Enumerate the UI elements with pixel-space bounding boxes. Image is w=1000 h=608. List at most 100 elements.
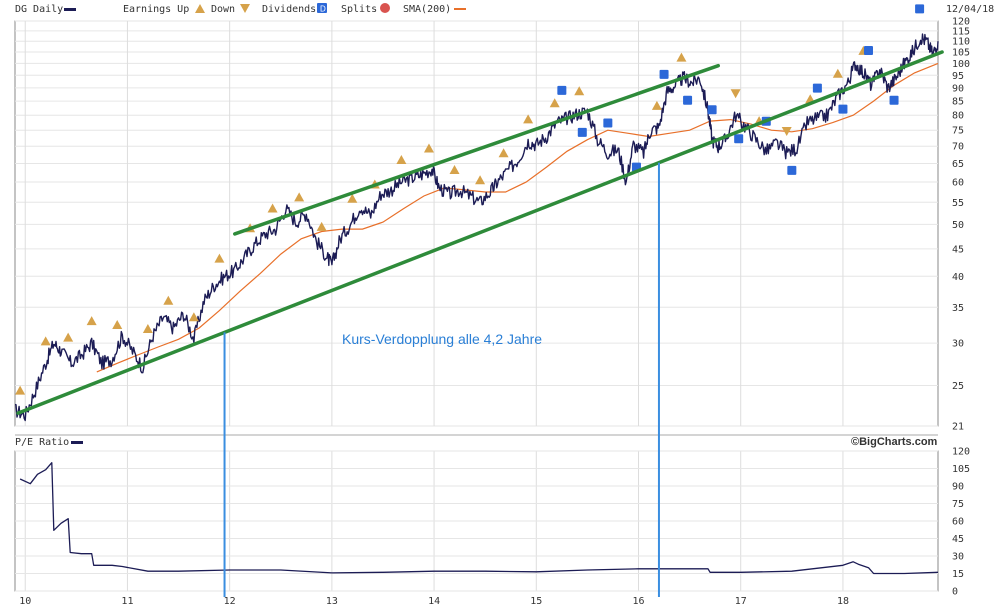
channel-lower-line	[16, 50, 944, 415]
dividend-marker	[557, 85, 567, 95]
dividend-marker	[812, 83, 822, 93]
dividend-marker	[863, 46, 873, 56]
dividend-marker	[707, 105, 717, 115]
earnings-up-marker	[188, 312, 199, 322]
earnings-up-icon	[195, 4, 205, 13]
price-tick-label: 100	[952, 59, 970, 70]
earnings-up-marker	[294, 192, 305, 202]
earnings-down-marker	[781, 126, 792, 136]
x-tick-label: 10	[19, 596, 31, 607]
pe-grid	[15, 450, 938, 592]
price-legend-swatch	[64, 8, 76, 11]
x-tick-label: 11	[121, 596, 133, 607]
price-tick-label: 105	[952, 48, 970, 59]
earnings-up-marker	[267, 203, 278, 213]
pe-panel-label: P/E Ratio	[15, 437, 69, 448]
earnings-up-marker	[112, 320, 123, 330]
trend-channel	[16, 50, 944, 415]
earnings-up-label: Earnings Up	[123, 4, 189, 15]
dividend-marker	[734, 134, 744, 144]
price-tick-label: 85	[952, 97, 964, 108]
earnings-up-marker	[549, 98, 560, 108]
x-tick-label: 17	[735, 596, 747, 607]
dividend-marker	[838, 104, 848, 114]
sma-200-line	[96, 62, 939, 373]
price-tick-label: 120	[952, 17, 970, 28]
earnings-up-marker	[523, 114, 534, 124]
price-tick-label: 65	[952, 159, 964, 170]
price-tick-label: 25	[952, 381, 964, 392]
pe-tick-label: 0	[952, 587, 958, 598]
x-axis: 10 11 12 13 14 15 16 17 18	[19, 596, 849, 607]
dividend-icon	[317, 3, 327, 13]
x-tick-label: 14	[428, 596, 440, 607]
price-tick-label: 50	[952, 220, 964, 231]
earnings-up-marker	[676, 52, 687, 62]
earnings-up-marker	[396, 155, 407, 165]
earnings-down-marker	[730, 89, 741, 99]
legend-bar: DG Daily Earnings Up Down Dividends D Sp…	[15, 3, 994, 15]
earnings-up-marker	[651, 100, 662, 110]
earnings-up-marker	[86, 316, 97, 326]
price-tick-label: 60	[952, 178, 964, 189]
pe-legend-swatch	[71, 441, 83, 444]
splits-label: Splits	[341, 4, 377, 15]
price-tick-label: 45	[952, 244, 964, 255]
price-tick-label: 75	[952, 126, 964, 137]
pe-tick-label: 30	[952, 552, 964, 563]
earnings-up-marker	[163, 295, 174, 305]
price-tick-label: 90	[952, 83, 964, 94]
pe-tick-label: 120	[952, 447, 970, 458]
chart-date: 12/04/18	[946, 4, 994, 15]
ticker-label: DG Daily	[15, 4, 63, 15]
pe-tick-label: 90	[952, 482, 964, 493]
x-tick-label: 13	[326, 596, 338, 607]
price-tick-label: 55	[952, 198, 964, 209]
pe-axis: 0 15 30 45 60 75 90 105 120	[952, 447, 970, 598]
x-tick-label: 16	[633, 596, 645, 607]
earnings-up-marker	[63, 332, 74, 342]
pe-tick-label: 45	[952, 534, 964, 545]
price-tick-label: 30	[952, 339, 964, 350]
price-tick-label: 80	[952, 111, 964, 122]
dividend-marker	[603, 118, 613, 128]
earnings-up-marker	[347, 193, 358, 203]
x-tick-label: 18	[837, 596, 849, 607]
price-axis: 2125303540455055606570758085909510010511…	[952, 17, 970, 433]
earnings-up-marker	[475, 175, 486, 185]
price-tick-label: 70	[952, 142, 964, 153]
earnings-up-marker	[40, 336, 51, 346]
vertical-marker-lines	[223, 162, 660, 597]
x-tick-label: 15	[530, 596, 542, 607]
pe-tick-label: 75	[952, 499, 964, 510]
watermark: ©BigCharts.com	[851, 436, 938, 448]
dividend-marker	[659, 69, 669, 79]
price-tick-label: 40	[952, 272, 964, 283]
pe-tick-label: 60	[952, 517, 964, 528]
pe-ratio-line	[19, 462, 939, 575]
price-tick-label: 21	[952, 422, 964, 433]
channel-upper-line	[233, 63, 720, 236]
dividend-marker	[577, 127, 587, 137]
pe-tick-label: 105	[952, 464, 970, 475]
price-tick-label: 115	[952, 26, 970, 37]
sma-label: SMA(200)	[403, 4, 451, 15]
earnings-up-marker	[316, 221, 327, 231]
earnings-up-marker	[498, 148, 509, 158]
dividend-marker	[915, 4, 925, 14]
dividends-label: Dividends	[262, 4, 316, 15]
x-tick-label: 12	[224, 596, 236, 607]
earnings-up-marker	[832, 68, 843, 78]
earnings-down-label: Down	[211, 4, 235, 15]
dividend-marker	[787, 165, 797, 175]
annotation-text: Kurs-Verdopplung alle 4,2 Jahre	[342, 331, 542, 347]
dividend-icon-glyph: D	[320, 5, 326, 14]
dividend-marker	[683, 95, 693, 105]
earnings-up-marker	[15, 385, 26, 395]
split-icon	[380, 3, 390, 13]
price-tick-label: 110	[952, 37, 970, 48]
earnings-up-marker	[574, 86, 585, 96]
price-tick-label: 35	[952, 303, 964, 314]
